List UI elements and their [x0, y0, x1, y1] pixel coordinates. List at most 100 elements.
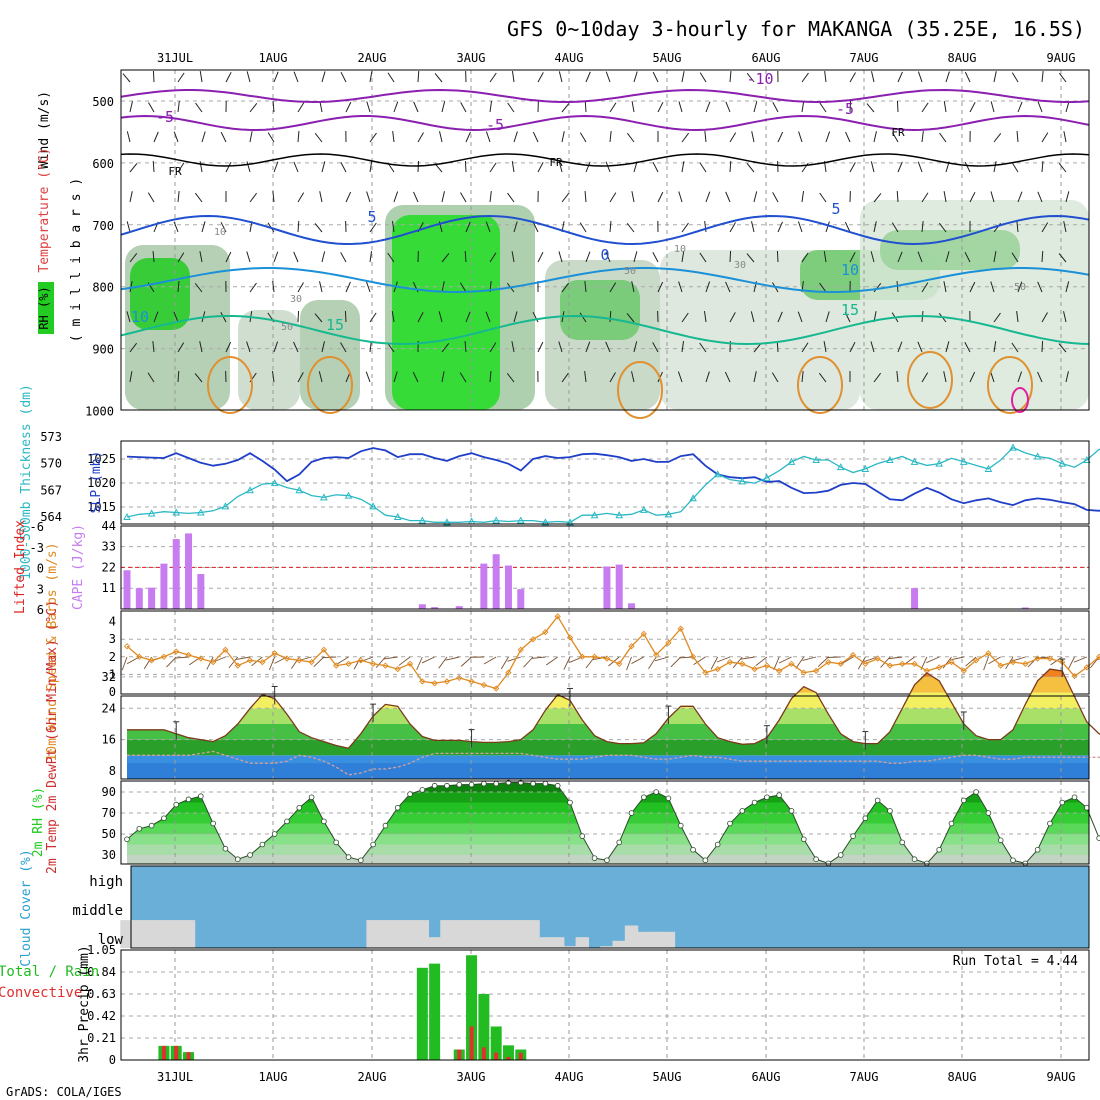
- upper-wind-barb: [1058, 343, 1067, 353]
- upper-wind-barb: [267, 132, 275, 143]
- upper-wind-barb: [489, 252, 497, 263]
- upper-wind-barb: [439, 131, 443, 143]
- upper-wind-barb: [511, 71, 515, 83]
- rh-marker: [173, 801, 180, 808]
- pressure-tick-label: 900: [92, 343, 114, 357]
- upper-wind-barb: [152, 341, 155, 353]
- upper-wind-barb: [249, 131, 253, 143]
- top-date-label: 3AUG: [457, 51, 486, 65]
- upper-wind-barb: [129, 342, 138, 353]
- upper-wind-barb: [943, 371, 947, 383]
- thickness-marker: [861, 464, 870, 472]
- upper-wind-barb: [297, 372, 304, 383]
- cloud-low-bar: [391, 920, 405, 948]
- upper-wind-barb: [945, 71, 950, 83]
- upper-wind-barb: [417, 312, 424, 323]
- upper-wind-barb: [823, 341, 827, 353]
- wind10m-marker: [702, 669, 709, 676]
- rh-marker: [234, 856, 241, 862]
- cloud-low-bar: [477, 920, 491, 948]
- upper-wind-barb: [319, 191, 323, 203]
- isotherm-label: 10: [131, 308, 149, 326]
- upper-wind-barb: [177, 342, 185, 353]
- upper-wind-barb: [201, 131, 206, 143]
- dewpoint-line: [127, 750, 1100, 776]
- wind10m-marker: [616, 660, 623, 667]
- upper-wind-barb: [194, 192, 203, 203]
- upper-wind-barb: [681, 312, 689, 323]
- rh-contour-label: 10: [214, 227, 226, 238]
- upper-wind-barb: [605, 161, 611, 173]
- cloud-low-bar: [649, 931, 663, 948]
- upper-wind-barb: [870, 161, 875, 173]
- rh-shade-11: [880, 230, 1020, 270]
- wind10m-marker: [579, 653, 586, 660]
- upper-wind-barb: [943, 101, 947, 113]
- wind10m-marker: [689, 653, 697, 660]
- upper-wind-barb: [1065, 191, 1070, 203]
- upper-wind-barb: [485, 311, 491, 323]
- wind10m-marker: [197, 655, 204, 662]
- upper-wind-barb: [631, 191, 635, 203]
- surface-wind-barb: [626, 656, 632, 671]
- upper-wind-barb: [485, 221, 491, 233]
- isotherm-label: 15: [841, 301, 859, 319]
- rh-marker: [394, 804, 401, 811]
- upper-wind-barb: [1017, 371, 1023, 383]
- slp-tick-label: 1025: [87, 452, 116, 466]
- upper-wind-barb: [344, 310, 347, 323]
- rh-marker: [973, 789, 979, 795]
- rh-marker: [1034, 846, 1041, 853]
- surface-wind-barb: [585, 656, 595, 669]
- upper-wind-barb: [558, 251, 563, 263]
- rh-marker: [714, 841, 721, 848]
- precip-tick-label: 0.84: [87, 965, 116, 979]
- cape-bar: [517, 589, 525, 609]
- li-tick-label: -3: [30, 541, 44, 555]
- upper-wind-barb: [366, 101, 371, 113]
- li-tick-label: 6: [37, 603, 44, 617]
- upper-wind-barb: [921, 372, 929, 383]
- warm-contour-1: [307, 356, 353, 414]
- upper-wind-barb: [844, 311, 851, 323]
- wind10m-marker: [640, 630, 647, 638]
- surface-wind-barb: [313, 656, 325, 668]
- rh-marker: [887, 808, 893, 814]
- cape-bar: [172, 539, 180, 609]
- upper-wind-barb: [579, 132, 587, 143]
- wind10m-marker: [948, 658, 955, 666]
- upper-wind-barb: [1063, 131, 1067, 143]
- upper-wind-barb: [465, 311, 471, 323]
- upper-wind-barb: [318, 371, 323, 383]
- upper-wind-barb: [896, 100, 899, 113]
- rh-band-6: [127, 792, 1089, 803]
- thickness-marker: [763, 473, 771, 481]
- wind10m-marker: [960, 667, 967, 675]
- rh-marker: [628, 810, 635, 816]
- upper-wind-barb: [751, 221, 755, 233]
- cloud-low-bar: [440, 920, 454, 948]
- upper-wind-barb: [489, 72, 497, 83]
- upper-wind-barb: [626, 223, 635, 233]
- wind10m-marker: [849, 651, 857, 659]
- upper-wind-barb: [633, 341, 638, 353]
- rh-marker: [641, 794, 647, 801]
- upper-wind-barb: [293, 251, 299, 263]
- surface-wind-barb: [166, 656, 177, 668]
- upper-wind-barb: [340, 71, 347, 83]
- upper-wind-barb: [579, 312, 587, 323]
- thickness-marker: [615, 511, 624, 519]
- upper-wind-barb: [917, 161, 923, 173]
- surface-wind-barb: [269, 656, 276, 671]
- wind10m-marker: [566, 634, 574, 641]
- upper-wind-barb: [194, 373, 203, 383]
- upper-wind-barb: [1058, 72, 1067, 83]
- upper-wind-barb: [681, 251, 685, 263]
- warm-contour-5: [987, 356, 1033, 414]
- upper-wind-barb: [314, 313, 323, 323]
- wind10m-marker: [1071, 673, 1078, 680]
- upper-wind-barb: [990, 371, 995, 383]
- upper-wind-barb: [677, 371, 683, 383]
- upper-wind-barb: [1017, 191, 1023, 203]
- temp-tick-label: 16: [102, 733, 116, 747]
